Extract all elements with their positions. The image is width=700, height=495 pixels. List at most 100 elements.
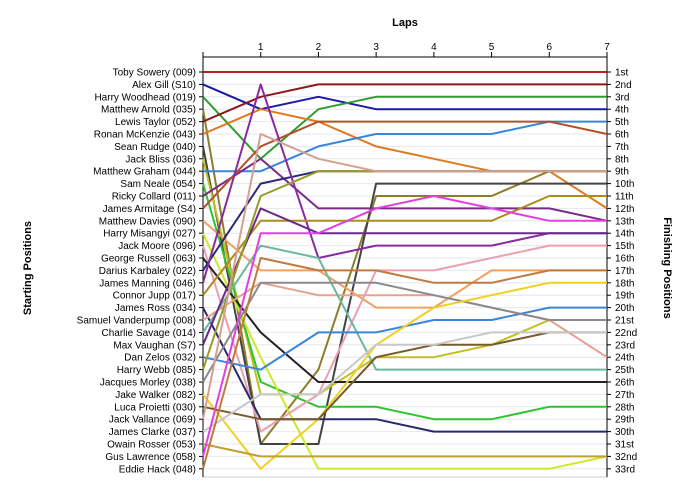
driver-series-line — [202, 195, 607, 296]
driver-series-line — [202, 183, 607, 421]
finishing-position-label: 17th — [615, 266, 634, 277]
lap-tick-labels: 1 2 3 4 5 6 7 — [258, 42, 610, 53]
finishing-position-labels: 1st2nd3rd4th5th6th7th8th9th10th11th12th1… — [615, 68, 637, 476]
driver-series-line — [202, 120, 608, 210]
starting-position-label: Lewis Taylor (052) — [115, 117, 196, 128]
driver-series-line — [202, 157, 608, 222]
starting-position-label: Charlie Savage (014) — [102, 328, 197, 339]
finishing-position-label: 31st — [615, 440, 634, 451]
lap-tick-label: 1 — [258, 42, 264, 53]
starting-position-label: Dan Zelos (032) — [124, 353, 196, 364]
finishing-position-label: 26th — [615, 378, 634, 389]
series-lines — [202, 71, 608, 470]
finishing-position-label: 33rd — [615, 464, 635, 475]
starting-position-label: Jacques Morley (038) — [100, 378, 196, 389]
driver-series-line — [202, 195, 607, 457]
starting-position-label: Sam Neale (054) — [120, 179, 196, 190]
top-axis-title: Laps — [392, 17, 418, 29]
starting-position-label: Harry Misangyi (027) — [103, 229, 196, 240]
driver-series-line — [202, 220, 607, 309]
starting-position-label: Matthew Arnold (035) — [101, 105, 196, 116]
starting-position-label: Jack Vallance (069) — [109, 415, 196, 426]
starting-position-label: James Clarke (037) — [109, 427, 196, 438]
driver-series-line — [202, 95, 607, 160]
starting-position-label: Matthew Graham (044) — [93, 167, 196, 178]
finishing-position-label: 8th — [615, 154, 629, 165]
driver-series-line — [202, 146, 607, 445]
finishing-position-label: 14th — [615, 229, 634, 240]
finishing-position-label: 5th — [615, 117, 629, 128]
finishing-position-label: 19th — [615, 291, 634, 302]
starting-position-label: Owain Rosser (053) — [107, 440, 196, 451]
left-axis-title: Starting Positions — [22, 221, 34, 315]
driver-series-line — [202, 281, 607, 470]
starting-position-label: Sean Rudge (040) — [114, 142, 196, 153]
finishing-position-label: 4th — [615, 105, 629, 116]
finishing-position-label: 9th — [615, 167, 629, 178]
finishing-position-label: 2nd — [615, 80, 632, 91]
driver-series-line — [202, 83, 607, 123]
driver-series-line — [202, 257, 607, 470]
finishing-position-label: 21st — [615, 316, 634, 327]
finishing-position-label: 1st — [615, 68, 629, 79]
starting-position-label: James Manning (046) — [99, 278, 196, 289]
right-axis-title: Finishing Positions — [661, 217, 673, 318]
starting-position-label: Max Vaughan (S7) — [113, 340, 196, 351]
driver-series-line — [202, 207, 607, 346]
driver-series-line — [202, 133, 607, 420]
starting-position-label: Luca Proietti (030) — [114, 402, 196, 413]
starting-position-label: Gus Lawrence (058) — [105, 452, 196, 463]
finishing-position-label: 3rd — [615, 92, 629, 103]
starting-position-label: Toby Sowery (009) — [113, 68, 196, 79]
starting-position-label: Jack Bliss (036) — [125, 154, 196, 165]
finishing-position-label: 29th — [615, 415, 634, 426]
driver-series-line — [202, 443, 607, 458]
starting-position-label: Alex Gill (S10) — [132, 80, 196, 91]
starting-position-label: Connor Jupp (017) — [113, 291, 196, 302]
starting-position-label: James Armitage (S4) — [103, 204, 196, 215]
finishing-position-label: 25th — [615, 365, 634, 376]
finishing-position-label: 13th — [615, 216, 634, 227]
starting-position-label: George Russell (063) — [101, 254, 196, 265]
starting-position-label: Eddie Hack (048) — [119, 464, 196, 475]
starting-position-label: Darius Karbaley (022) — [99, 266, 196, 277]
finishing-position-label: 27th — [615, 390, 634, 401]
finishing-position-label: 23rd — [615, 340, 635, 351]
lap-tick-label: 7 — [604, 42, 610, 53]
driver-series-line — [202, 331, 607, 433]
lap-tick-label: 6 — [547, 42, 553, 53]
finishing-position-label: 24th — [615, 353, 634, 364]
starting-position-label: Ronan McKenzie (043) — [94, 130, 196, 141]
driver-series-line — [202, 232, 608, 470]
driver-series-line — [202, 244, 607, 371]
finishing-position-label: 22nd — [615, 328, 637, 339]
driver-series-line — [202, 109, 607, 445]
lap-tick-label: 5 — [489, 42, 495, 53]
driver-series-line — [202, 281, 607, 383]
starting-position-label: Harry Woodhead (019) — [94, 92, 196, 103]
finishing-position-label: 11th — [615, 192, 634, 203]
lap-tick-label: 2 — [316, 42, 322, 53]
starting-position-label: James Ross (034) — [115, 303, 196, 314]
finishing-position-label: 20th — [615, 303, 634, 314]
finishing-position-label: 12th — [615, 204, 634, 215]
starting-position-label: Ricky Collard (011) — [112, 192, 196, 203]
finishing-position-label: 30th — [615, 427, 634, 438]
finishing-position-label: 15th — [615, 241, 634, 252]
starting-position-labels: Toby Sowery (009)Alex Gill (S10)Harry Wo… — [77, 68, 196, 476]
finishing-position-label: 18th — [615, 278, 634, 289]
starting-position-label: Samuel Vanderpump (008) — [77, 316, 196, 327]
finishing-position-label: 32nd — [615, 452, 637, 463]
starting-position-label: Harry Webb (085) — [117, 365, 196, 376]
finishing-position-label: 28th — [615, 402, 634, 413]
starting-position-label: Jake Walker (082) — [115, 390, 196, 401]
finishing-position-label: 6th — [615, 130, 629, 141]
driver-series-line — [202, 244, 607, 433]
driver-series-line — [202, 257, 607, 383]
lap-tick-label: 4 — [431, 42, 437, 53]
driver-series-line — [202, 331, 607, 421]
finishing-position-label: 10th — [615, 179, 634, 190]
starting-position-label: Jack Moore (096) — [118, 241, 196, 252]
finishing-position-label: 16th — [615, 254, 634, 265]
